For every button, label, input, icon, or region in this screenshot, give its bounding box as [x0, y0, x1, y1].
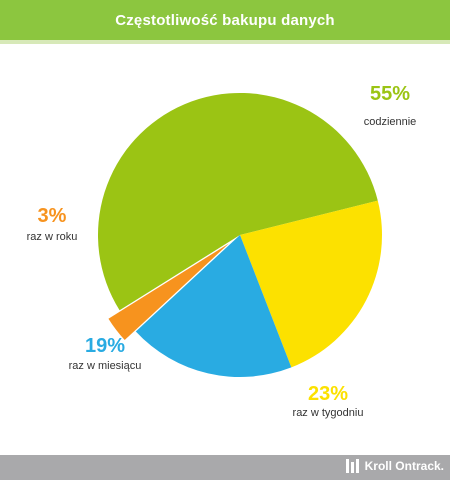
pie-slice-4	[108, 243, 229, 340]
pie-slice-3	[135, 235, 292, 377]
slice-value-label: 23%	[308, 383, 348, 405]
slice-value-label: 3%	[38, 205, 67, 227]
title-bar: Częstotliwość bakupu danych	[0, 0, 450, 40]
chart-title: Częstotliwość bakupu danych	[115, 11, 335, 29]
pie-slice-1	[97, 92, 378, 311]
kroll-ontrack-logo-icon	[345, 459, 360, 473]
slice-category-label: raz w roku	[27, 231, 78, 243]
brand-name: Kroll Ontrack.	[364, 459, 444, 473]
slice-value-label: 19%	[85, 335, 125, 357]
brand-logo: Kroll Ontrack.	[345, 459, 444, 473]
footer-bar: Kroll Ontrack.	[0, 455, 450, 480]
slice-category-label: codziennie	[364, 116, 417, 128]
slice-category-label: raz w tygodniu	[293, 407, 364, 419]
pie-chart: 55% codziennie 23% raz w tygodniu 19% raz w m…	[27, 83, 417, 419]
title-underline	[0, 40, 450, 44]
slice-category-label: raz w miesiącu	[69, 360, 142, 372]
pie-slice-2	[240, 200, 382, 368]
slice-value-label: 55%	[370, 83, 410, 105]
